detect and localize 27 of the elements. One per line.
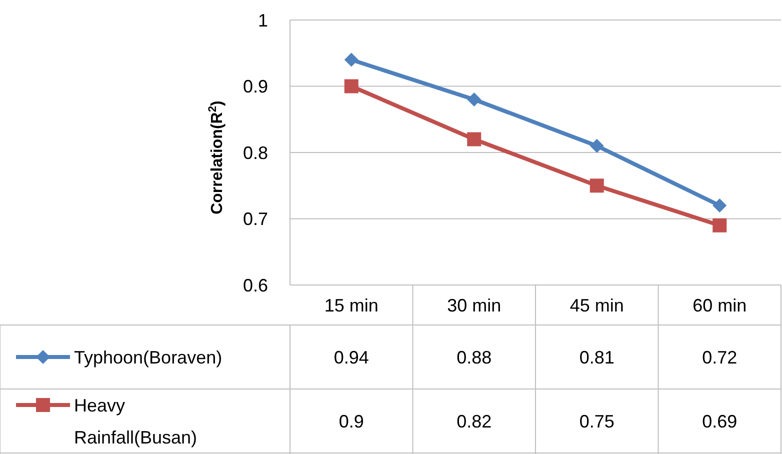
- data-label: 0.94: [334, 347, 369, 368]
- x-tick-label: 45 min: [570, 295, 624, 316]
- y-tick-label: 0.7: [242, 209, 268, 230]
- point: [344, 52, 358, 67]
- y-tick-label: 0.9: [242, 76, 268, 97]
- data-label: 0.82: [456, 411, 492, 432]
- point: [712, 198, 727, 212]
- y-tick-label: 1: [258, 10, 268, 30]
- x-tick-label: 30 min: [447, 295, 502, 316]
- point: [590, 178, 604, 193]
- data-label: 0.9: [338, 411, 364, 432]
- legend-label: Heavy Rainfall(Busan): [74, 395, 198, 448]
- x-tick-label: 15 min: [324, 295, 378, 316]
- legend-label: Typhoon(Boraven): [74, 347, 222, 368]
- point: [590, 138, 604, 153]
- data-label: 0.88: [456, 347, 492, 368]
- point: [344, 79, 358, 94]
- data-label: 0.72: [702, 347, 738, 368]
- point: [467, 132, 482, 146]
- x-tick-label: 60 min: [692, 295, 747, 316]
- y-tick-label: 0.8: [242, 142, 268, 163]
- point: [467, 92, 482, 106]
- point: [712, 218, 727, 232]
- data-label: 0.81: [579, 347, 614, 368]
- data-label: 0.75: [579, 411, 614, 432]
- y-tick-label: 0.6: [242, 275, 268, 296]
- data-label: 0.69: [702, 411, 738, 432]
